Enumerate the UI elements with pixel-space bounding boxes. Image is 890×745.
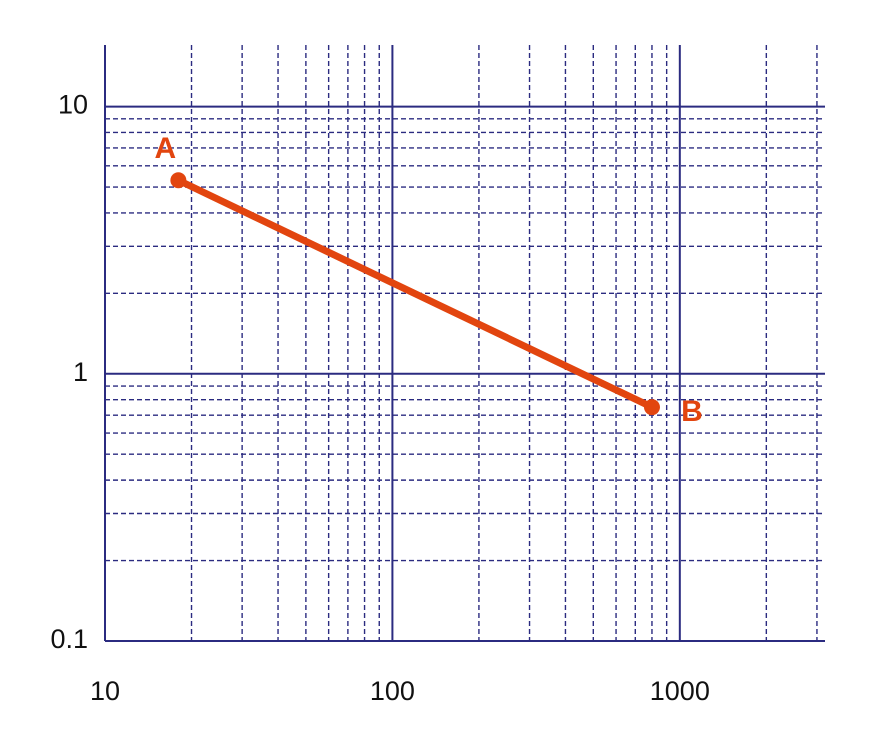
point-label: B bbox=[681, 395, 703, 428]
data-point bbox=[643, 399, 660, 416]
x-tick-label: 100 bbox=[370, 676, 415, 706]
point-label: A bbox=[155, 132, 177, 165]
x-tick-label: 10 bbox=[90, 676, 120, 706]
data-line bbox=[176, 177, 654, 411]
y-tick-label: 0.1 bbox=[50, 624, 88, 654]
y-tick-label: 10 bbox=[58, 90, 88, 120]
data-point bbox=[170, 172, 187, 189]
y-tick-label: 1 bbox=[73, 357, 88, 387]
x-tick-label: 1000 bbox=[650, 676, 710, 706]
